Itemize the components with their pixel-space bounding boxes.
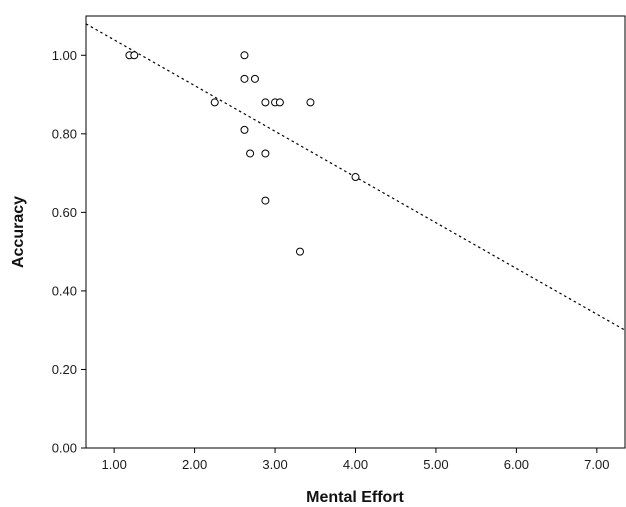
- y-axis-title: Accuracy: [10, 196, 27, 268]
- y-tick-label: 0.20: [52, 362, 77, 377]
- y-axis-ticks: 0.00 0.20 0.40 0.60 0.80 1.00: [52, 48, 86, 456]
- data-point: [246, 149, 255, 158]
- y-tick-label: 0.80: [52, 126, 77, 141]
- data-points: [125, 51, 360, 256]
- data-point: [261, 149, 270, 158]
- y-tick-label: 0.60: [52, 205, 77, 220]
- plot-frame: [85, 15, 626, 449]
- y-tick-label: 0.40: [52, 283, 77, 298]
- x-tick-label: 4.00: [343, 457, 368, 472]
- data-point: [210, 98, 219, 107]
- data-point: [240, 125, 249, 134]
- x-tick-label: 3.00: [262, 457, 287, 472]
- data-point: [295, 247, 304, 256]
- data-point: [306, 98, 315, 107]
- x-tick-label: 1.00: [102, 457, 127, 472]
- data-point: [240, 74, 249, 83]
- x-axis-ticks: 1.00 2.00 3.00 4.00 5.00 6.00 7.00: [102, 448, 609, 472]
- x-axis-title: Mental Effort: [306, 489, 404, 506]
- data-point: [261, 196, 270, 205]
- data-point: [130, 51, 139, 60]
- data-point: [351, 173, 360, 182]
- data-point: [261, 98, 270, 107]
- x-tick-label: 5.00: [423, 457, 448, 472]
- x-tick-label: 2.00: [182, 457, 207, 472]
- y-tick-label: 0.00: [52, 441, 77, 456]
- data-point: [250, 74, 259, 83]
- x-tick-label: 7.00: [584, 457, 609, 472]
- data-point: [240, 51, 249, 60]
- x-tick-label: 6.00: [504, 457, 529, 472]
- y-tick-label: 1.00: [52, 48, 77, 63]
- data-point: [275, 98, 284, 107]
